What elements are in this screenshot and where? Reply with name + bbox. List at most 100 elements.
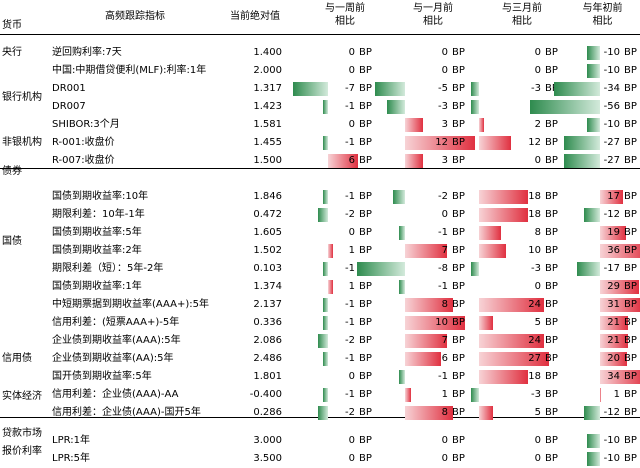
change-value-m: -1 [438, 227, 448, 238]
change-value-w: -1 [345, 389, 355, 400]
current-value: 2.000 [253, 65, 282, 76]
table-row: 信用利差：(短票AAA+)-5年 0.336 -1 BP 10 BP 5 BP 21 BP [0, 314, 640, 332]
change-bar-y [586, 46, 600, 60]
change-bar-m [405, 388, 411, 402]
change-value-w: -7 [345, 83, 355, 94]
unit-label: BP [359, 407, 372, 418]
unit-label: BP [452, 299, 465, 310]
unit-label: BP [452, 227, 465, 238]
change-value-w: 0 [348, 119, 355, 130]
unit-label: BP [452, 155, 465, 166]
change-value-y: 1 [613, 389, 620, 400]
table-row: 国债到期收益率:10年 1.846 -1 BP -2 BP 18 BP 17 BP [0, 188, 640, 206]
table-row: 国开债到期收益率:5年 1.801 0 BP -1 BP 18 BP 34 BP [0, 368, 640, 386]
unit-label: BP [359, 435, 372, 446]
change-bar-y [583, 406, 600, 420]
change-value-m: 6 [441, 353, 448, 364]
change-value-y: 19 [607, 227, 620, 238]
change-value-w: -1 [345, 101, 355, 112]
change-value-w: 0 [348, 371, 355, 382]
change-bar-w [318, 406, 328, 420]
change-bar-y [600, 352, 627, 366]
change-bar-w [328, 280, 333, 294]
unit-label: BP [545, 281, 558, 292]
change-bar-y [577, 262, 600, 276]
change-value-y: -10 [603, 119, 620, 130]
unit-label: BP [359, 209, 372, 220]
header-quarter: 与三月前 相比 [502, 3, 542, 27]
unit-label: BP [452, 83, 465, 94]
change-bar-w [323, 136, 328, 150]
indicator-name: 信用利差：(短票AAA+)-5年 [52, 317, 180, 328]
change-value-q: 2 [534, 119, 541, 130]
unit-label: BP [359, 453, 372, 464]
unit-label: BP [452, 317, 465, 328]
change-value-m: -8 [438, 263, 448, 274]
unit-label: BP [545, 47, 558, 58]
change-value-m: 10 [435, 317, 448, 328]
change-value-m: 0 [441, 209, 448, 220]
change-value-q: 24 [528, 335, 541, 346]
change-bar-y [600, 334, 629, 348]
unit-label: BP [359, 227, 372, 238]
table-row: SHIBOR:3个月 1.581 0 BP 3 BP 2 BP -10 BP [0, 116, 640, 134]
change-bar-q [470, 388, 479, 402]
change-bar-w [323, 316, 328, 330]
change-value-m: 3 [441, 155, 448, 166]
current-value: 2.486 [253, 353, 282, 364]
unit-label: BP [359, 155, 372, 166]
table-row: 国债到期收益率:5年 1.605 0 BP -1 BP 8 BP 19 BP [0, 224, 640, 242]
unit-label: BP [452, 245, 465, 256]
unit-label: BP [452, 389, 465, 400]
change-value-y: 29 [607, 281, 620, 292]
change-bar-q [479, 406, 493, 420]
unit-label: BP [452, 281, 465, 292]
table-row: LPR:1年 3.000 0 BP 0 BP 0 BP -10 BP [0, 432, 640, 450]
table-row: LPR:5年 3.500 0 BP 0 BP 0 BP -10 BP [0, 450, 640, 468]
change-value-q: 5 [534, 317, 541, 328]
change-bar-m [393, 190, 405, 204]
table-row: 企业债到期收益率(AAA):5年 2.086 -2 BP 7 BP 24 BP 21 BP [0, 332, 640, 350]
change-bar-y [563, 154, 600, 168]
unit-label: BP [624, 281, 637, 292]
change-bar-y [563, 136, 600, 150]
change-bar-q [479, 298, 544, 312]
change-bar-m [405, 316, 465, 330]
current-value: 1.801 [253, 371, 282, 382]
change-bar-w [318, 334, 328, 348]
change-value-w: 1 [348, 245, 355, 256]
change-value-q: 0 [534, 155, 541, 166]
change-value-w: -2 [345, 209, 355, 220]
table-row: 中国:中期借贷便利(MLF):利率:1年 2.000 0 BP 0 BP 0 BP -10 BP [0, 62, 640, 80]
change-bar-w [323, 262, 328, 276]
change-value-w: -1 [345, 299, 355, 310]
change-bar-q [479, 370, 528, 384]
current-value: 3.500 [253, 453, 282, 464]
change-bar-m [357, 262, 405, 276]
change-value-y: 20 [607, 353, 620, 364]
header-indicator: 高频跟踪指标 [105, 11, 165, 22]
unit-label: BP [624, 191, 637, 202]
change-bar-q [470, 82, 479, 96]
change-value-w: 0 [348, 47, 355, 58]
current-value: 1.846 [253, 191, 282, 202]
change-value-w: 0 [348, 435, 355, 446]
current-value: 1.400 [253, 47, 282, 58]
change-bar-m [405, 298, 453, 312]
unit-label: BP [624, 137, 637, 148]
change-bar-y [600, 388, 602, 402]
unit-label: BP [545, 353, 558, 364]
change-bar-w [293, 82, 328, 96]
unit-label: BP [545, 209, 558, 220]
unit-label: BP [452, 47, 465, 58]
header-current: 当前绝对值 [230, 11, 280, 22]
current-value: -0.400 [249, 389, 282, 400]
change-value-y: -56 [603, 101, 620, 112]
table-row: 期限利差：10年-1年 0.472 -2 BP 0 BP 18 BP -12 BP [0, 206, 640, 224]
change-value-q: 0 [534, 47, 541, 58]
change-bar-w [328, 244, 333, 258]
unit-label: BP [359, 299, 372, 310]
change-bar-q [479, 190, 528, 204]
table-row: 国债到期收益率:2年 1.502 1 BP 7 BP 10 BP 36 BP [0, 242, 640, 260]
